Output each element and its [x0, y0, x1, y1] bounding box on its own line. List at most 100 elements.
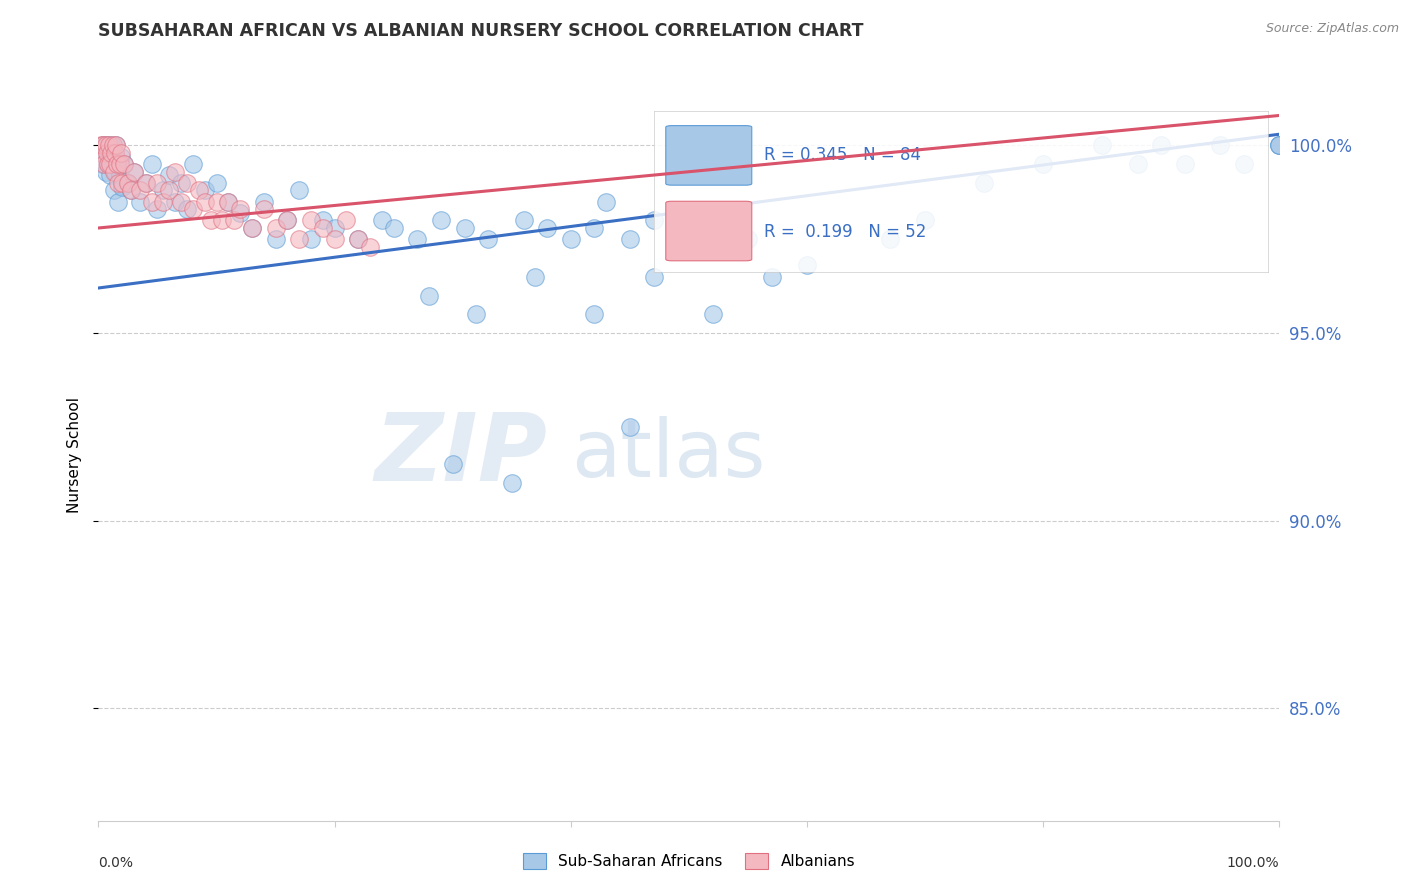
Point	[217, 194, 239, 209]
Point	[560, 232, 582, 246]
Point	[211, 213, 233, 227]
Point	[536, 221, 558, 235]
Point	[97, 157, 120, 171]
Point	[105, 153, 128, 168]
Point	[465, 307, 488, 321]
Point	[94, 165, 117, 179]
Point	[879, 232, 901, 246]
Point	[107, 176, 129, 190]
Point	[430, 213, 453, 227]
Point	[122, 165, 145, 179]
Point	[288, 232, 311, 246]
Point	[1233, 157, 1256, 171]
Point	[93, 145, 115, 160]
Point	[264, 221, 287, 235]
Point	[1174, 157, 1197, 171]
Point	[101, 138, 124, 153]
Point	[187, 184, 209, 198]
Point	[347, 232, 370, 246]
Point	[1032, 157, 1054, 171]
Point	[152, 184, 174, 198]
Point	[98, 138, 121, 153]
Point	[323, 221, 346, 235]
Text: SUBSAHARAN AFRICAN VS ALBANIAN NURSERY SCHOOL CORRELATION CHART: SUBSAHARAN AFRICAN VS ALBANIAN NURSERY S…	[98, 22, 863, 40]
Point	[121, 184, 143, 198]
Point	[1268, 138, 1291, 153]
Point	[253, 194, 276, 209]
Point	[135, 176, 157, 190]
Point	[1209, 138, 1232, 153]
Point	[165, 194, 187, 209]
Point	[1268, 138, 1291, 153]
Text: Source: ZipAtlas.com: Source: ZipAtlas.com	[1265, 22, 1399, 36]
Point	[101, 157, 124, 171]
Point	[371, 213, 394, 227]
Text: 100.0%: 100.0%	[1227, 855, 1279, 870]
Point	[98, 145, 121, 160]
Point	[91, 138, 114, 153]
Point	[98, 157, 121, 171]
Point	[111, 176, 134, 190]
Point	[264, 232, 287, 246]
Point	[181, 202, 204, 217]
Point	[299, 213, 322, 227]
Point	[595, 194, 617, 209]
Point	[229, 206, 252, 220]
Point	[117, 176, 139, 190]
Point	[299, 232, 322, 246]
Point	[141, 157, 163, 171]
Point	[107, 194, 129, 209]
Point	[157, 184, 180, 198]
Point	[94, 138, 117, 153]
Point	[91, 138, 114, 153]
Point	[229, 202, 252, 217]
Point	[165, 165, 187, 179]
Point	[122, 165, 145, 179]
Point	[619, 232, 641, 246]
Point	[418, 288, 440, 302]
Legend: Sub-Saharan Africans, Albanians: Sub-Saharan Africans, Albanians	[517, 847, 860, 875]
Point	[135, 176, 157, 190]
Point	[110, 145, 132, 160]
Point	[104, 145, 127, 160]
Point	[98, 169, 121, 183]
Point	[105, 157, 128, 171]
Point	[312, 213, 335, 227]
Point	[170, 194, 193, 209]
Point	[1268, 138, 1291, 153]
Point	[176, 202, 198, 217]
Point	[1091, 138, 1114, 153]
Point	[524, 269, 547, 284]
Point	[91, 145, 114, 160]
Point	[96, 145, 118, 160]
Point	[105, 138, 128, 153]
Point	[112, 157, 135, 171]
Point	[702, 307, 724, 321]
Point	[157, 169, 180, 183]
Point	[406, 232, 429, 246]
Point	[973, 176, 995, 190]
Point	[112, 157, 135, 171]
Point	[761, 269, 783, 284]
Point	[619, 419, 641, 434]
Point	[152, 194, 174, 209]
Point	[224, 213, 246, 227]
Point	[194, 194, 217, 209]
Point	[276, 213, 298, 227]
Point	[1150, 138, 1173, 153]
Point	[97, 157, 120, 171]
Point	[347, 232, 370, 246]
Point	[312, 221, 335, 235]
Point	[103, 165, 125, 179]
Point	[108, 169, 131, 183]
Point	[90, 138, 112, 153]
Point	[512, 213, 534, 227]
Point	[643, 269, 665, 284]
Point	[93, 157, 115, 171]
Point	[737, 232, 759, 246]
Point	[240, 221, 263, 235]
Point	[323, 232, 346, 246]
Point	[108, 157, 131, 171]
Y-axis label: Nursery School: Nursery School	[66, 397, 82, 513]
Point	[110, 150, 132, 164]
